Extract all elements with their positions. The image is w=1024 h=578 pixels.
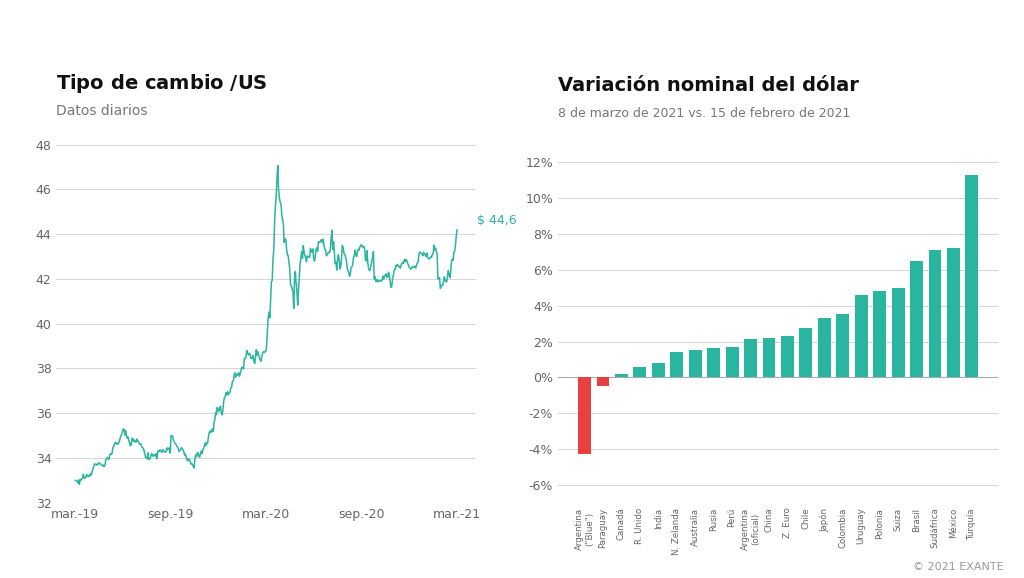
Bar	[800, 328, 812, 377]
Bar	[579, 377, 591, 454]
Text: © 2021 EXANTE: © 2021 EXANTE	[912, 562, 1004, 572]
Text: $ 44,6: $ 44,6	[477, 214, 517, 227]
Bar	[781, 336, 794, 377]
Bar	[763, 338, 775, 377]
Text: Tipo de cambio $/US$: Tipo de cambio $/US$	[56, 72, 268, 95]
Bar	[855, 295, 867, 377]
Bar	[708, 348, 720, 377]
Bar	[634, 366, 646, 377]
Bar	[597, 377, 609, 386]
Bar	[652, 363, 665, 377]
Bar	[689, 350, 701, 377]
Text: Variación nominal del dólar: Variación nominal del dólar	[558, 76, 859, 95]
Bar	[929, 250, 941, 377]
Bar	[947, 249, 959, 377]
Bar	[837, 314, 849, 377]
Bar	[966, 175, 978, 377]
Bar	[726, 347, 738, 377]
Bar	[892, 288, 904, 377]
Text: Datos diarios: Datos diarios	[56, 105, 147, 118]
Bar	[910, 261, 923, 377]
Bar	[818, 318, 830, 377]
Bar	[873, 291, 886, 377]
Bar	[744, 339, 757, 377]
Bar	[671, 353, 683, 377]
Text: 8 de marzo de 2021 vs. 15 de febrero de 2021: 8 de marzo de 2021 vs. 15 de febrero de …	[558, 108, 851, 120]
Bar	[615, 374, 628, 377]
